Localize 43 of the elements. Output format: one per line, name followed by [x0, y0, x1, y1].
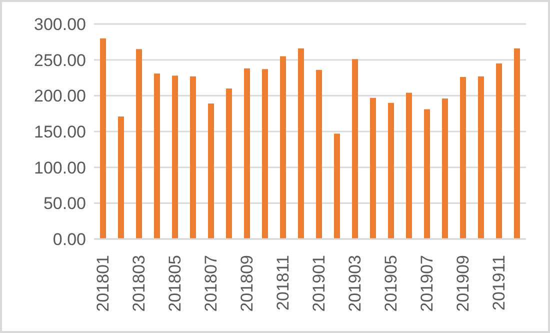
- bar: [298, 48, 304, 239]
- bar: [118, 116, 124, 239]
- x-tick-label: 201911: [490, 255, 508, 310]
- x-tick-label: 201807: [202, 255, 220, 312]
- y-tick-label: 100.00: [34, 158, 86, 178]
- x-tick-label: 201909: [454, 255, 472, 312]
- y-tick-label: 200.00: [34, 86, 86, 106]
- bar: [136, 49, 142, 239]
- bar: [280, 56, 286, 239]
- bar: [478, 76, 484, 239]
- bar: [352, 59, 358, 239]
- bar: [442, 98, 448, 239]
- y-tick-label: 150.00: [34, 122, 86, 142]
- y-tick-label: 50.00: [43, 194, 86, 214]
- bar: [262, 69, 268, 239]
- x-tick-label: 201803: [130, 255, 148, 312]
- y-tick-label: 0.00: [52, 230, 86, 250]
- x-tick-label: 201809: [238, 255, 256, 312]
- bar: [388, 102, 394, 239]
- bar: [226, 88, 232, 239]
- x-tick-label: 201901: [310, 255, 328, 312]
- bar: [172, 76, 178, 239]
- bar: [244, 68, 250, 239]
- bar: [460, 77, 466, 239]
- x-tick-label: 201811: [274, 255, 292, 310]
- bar: [514, 48, 520, 239]
- bar: [424, 109, 430, 239]
- y-tick-label: 250.00: [34, 50, 86, 70]
- bar: [190, 76, 196, 239]
- x-tick-label: 201801: [94, 255, 112, 312]
- bar: [154, 73, 160, 239]
- x-tick-label: 201907: [418, 255, 436, 312]
- bar: [100, 38, 106, 239]
- x-tick-label: 201903: [346, 255, 364, 312]
- bar: [496, 63, 502, 239]
- bar: [370, 98, 376, 239]
- y-tick-label: 300.00: [34, 15, 86, 34]
- bar: [406, 92, 412, 239]
- x-tick-label: 201805: [166, 255, 184, 312]
- bar: [316, 70, 322, 239]
- bar: [208, 104, 214, 239]
- x-tick-label: 201905: [382, 255, 400, 312]
- bar: [334, 134, 340, 239]
